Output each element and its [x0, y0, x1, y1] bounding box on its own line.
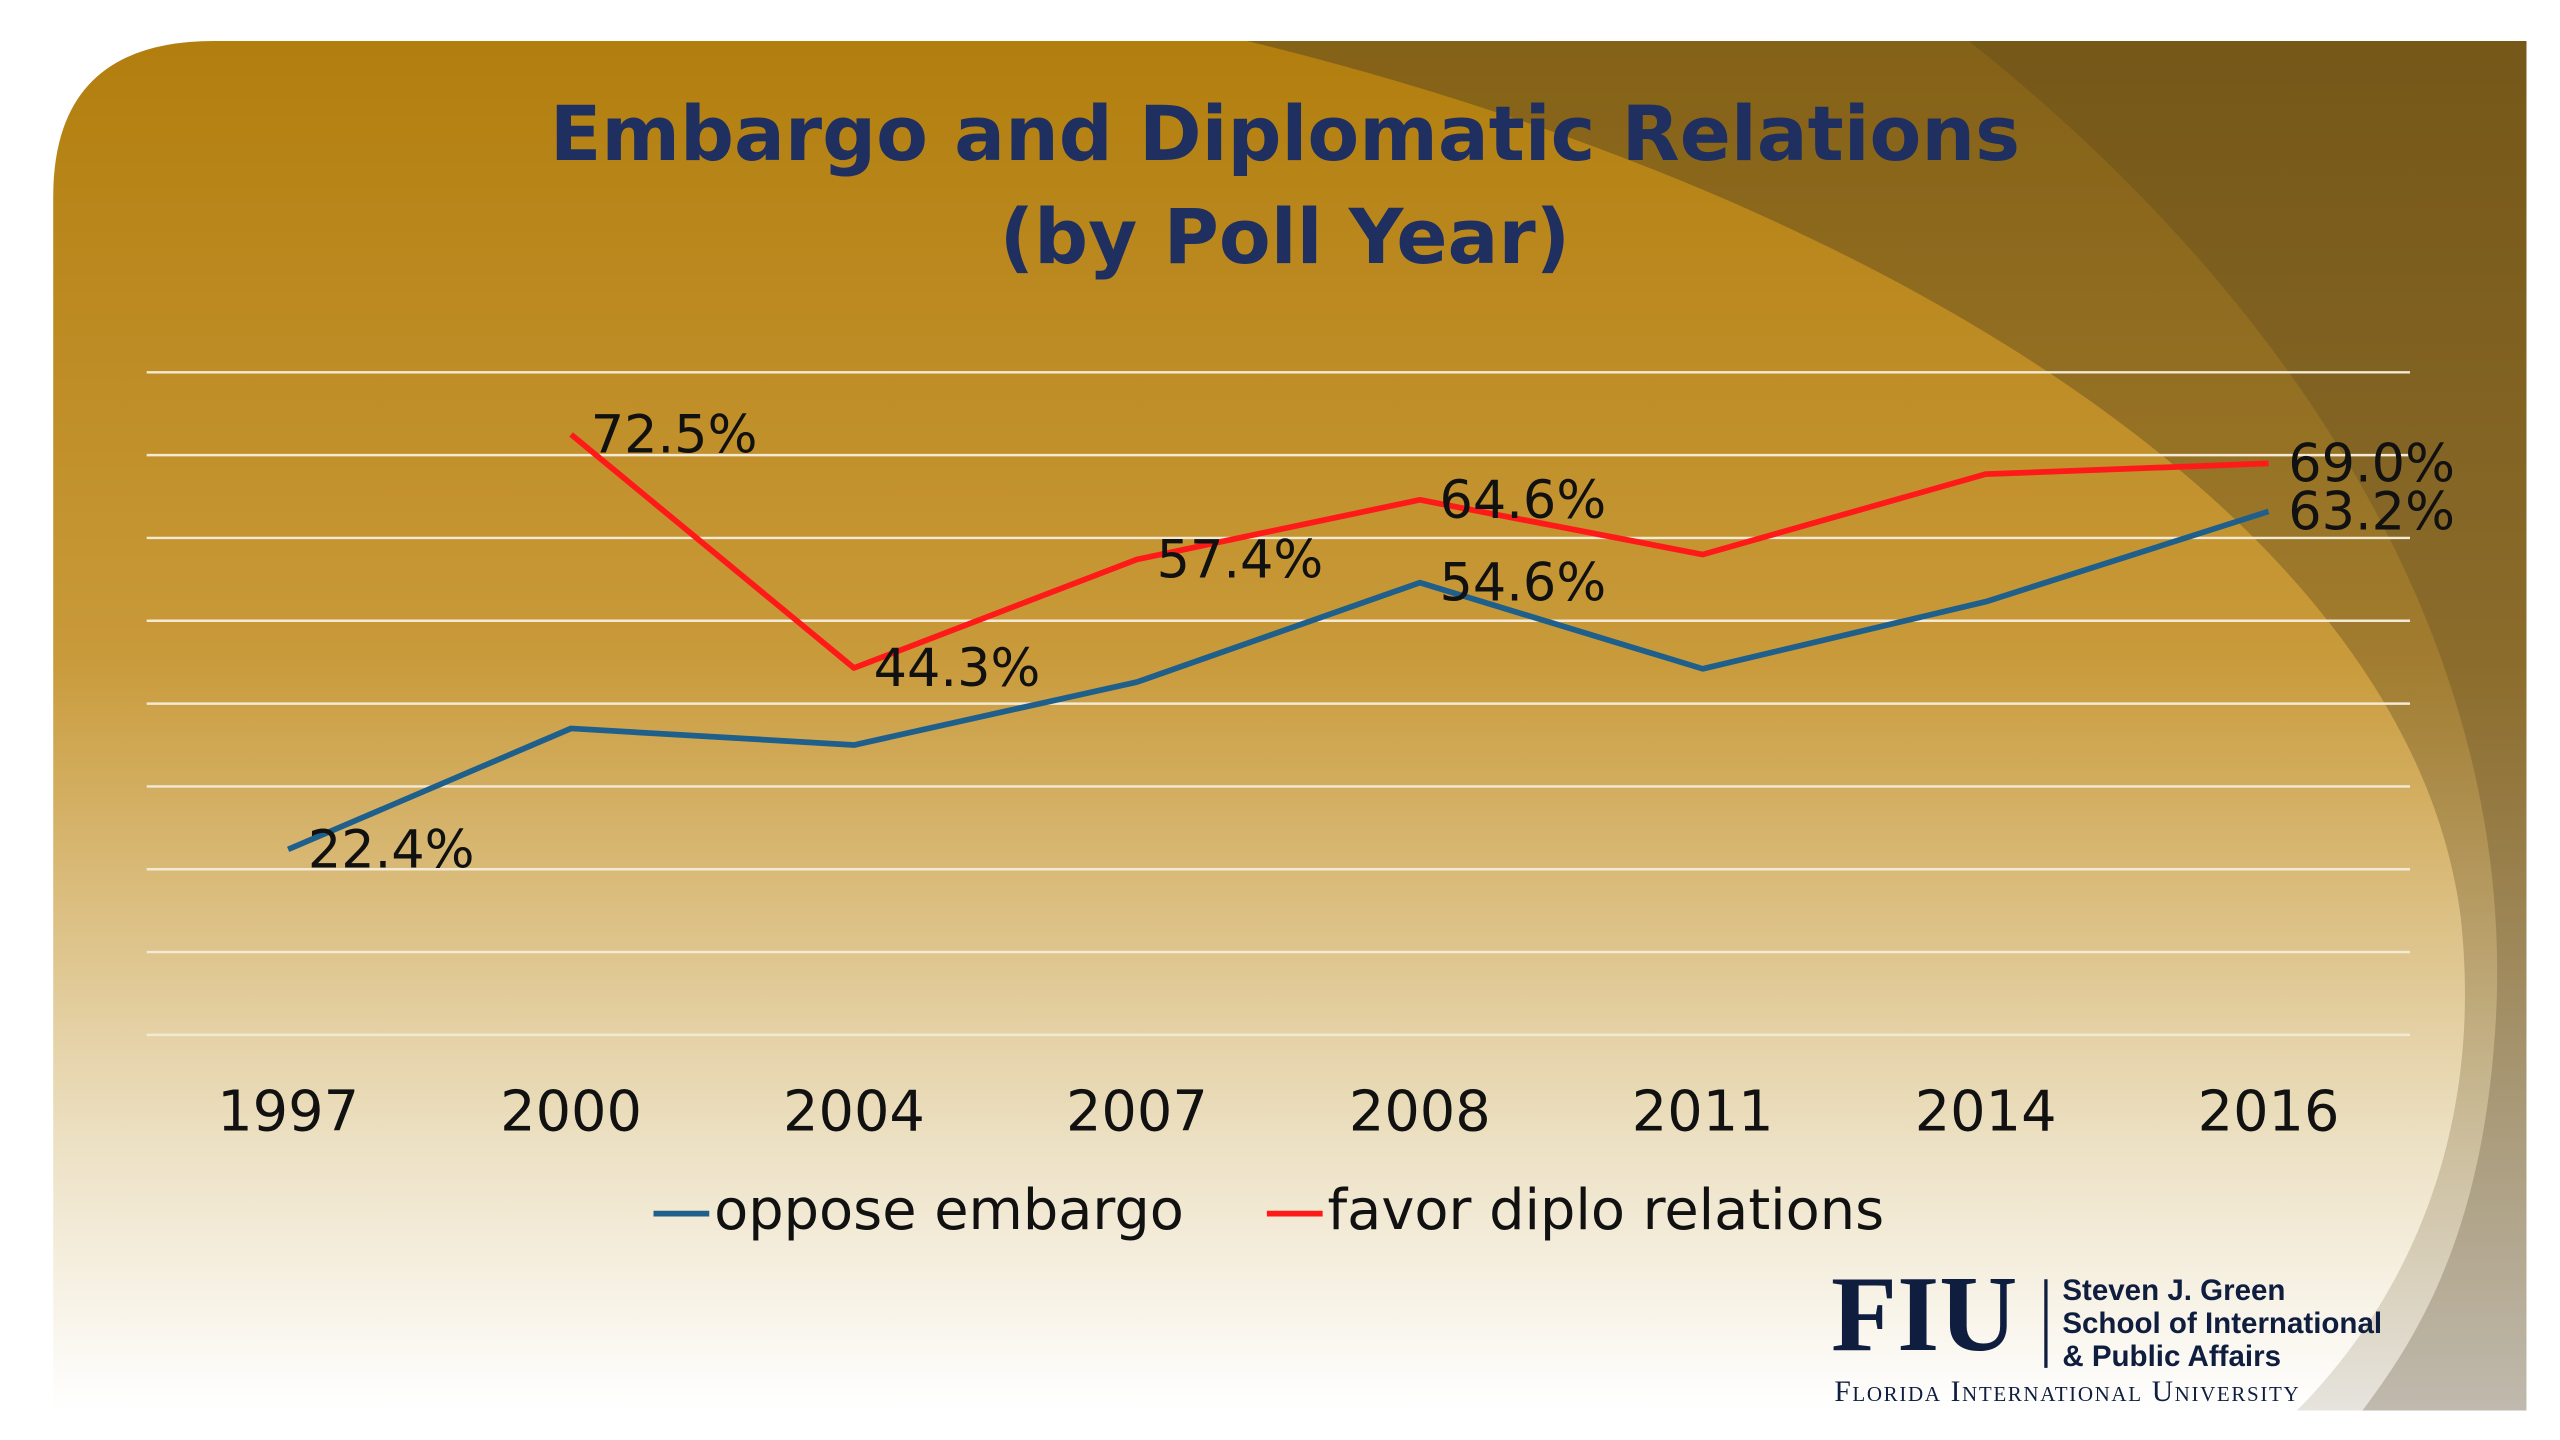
logo-line: Steven J. Green — [2062, 1274, 2285, 1307]
x-tick-label: 2008 — [1349, 1079, 1491, 1144]
data-label: 22.4% — [308, 819, 475, 880]
x-tick-label: 2000 — [500, 1079, 642, 1144]
data-label: 44.3% — [874, 638, 1041, 699]
logo-line: School of International — [2062, 1307, 2382, 1340]
chart-title: Embargo and Diplomatic Relations — [550, 90, 2020, 178]
series-line — [569, 432, 2269, 671]
logo: FIU Steven J. Green School of Internatio… — [1831, 1255, 2382, 1408]
x-tick-label: 2007 — [1066, 1079, 1208, 1144]
logo-university: Florida International University — [1834, 1376, 2300, 1408]
logo-line: & Public Affairs — [2062, 1340, 2281, 1373]
x-tick-label: 1997 — [217, 1079, 359, 1144]
x-tick-label: 2011 — [1632, 1079, 1774, 1144]
data-label: 64.6% — [1439, 470, 1606, 531]
logo-mark: FIU — [1831, 1255, 2017, 1374]
series-line — [287, 508, 2270, 853]
background-panel — [53, 41, 2527, 1411]
data-label: 69.0% — [2288, 433, 2455, 494]
background-swoosh — [1247, 41, 2527, 1411]
data-label: 63.2% — [2288, 481, 2455, 542]
legend-label: oppose embargo — [714, 1178, 1184, 1243]
x-tick-label: 2004 — [783, 1079, 925, 1144]
data-label: 72.5% — [591, 404, 758, 465]
x-tick-label: 2016 — [2198, 1079, 2340, 1144]
data-label: 57.4% — [1157, 529, 1324, 590]
data-label: 54.6% — [1439, 553, 1606, 614]
legend-label: favor diplo relations — [1328, 1178, 1885, 1243]
background-swoosh — [1968, 41, 2527, 1411]
x-tick-label: 2014 — [1915, 1079, 2057, 1144]
chart-subtitle: (by Poll Year) — [1000, 193, 1570, 281]
